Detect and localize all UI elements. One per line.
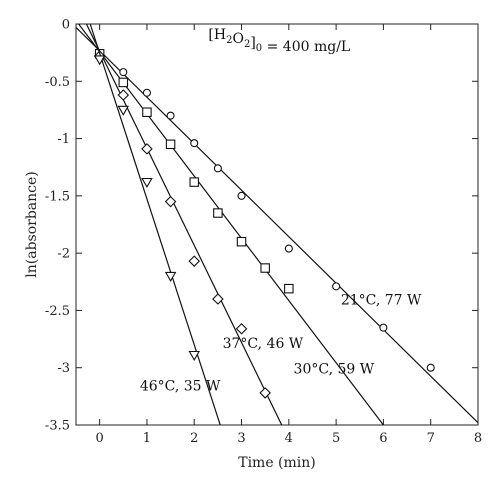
data-point-series-4: [188, 350, 200, 362]
data-point-series-4: [93, 55, 106, 66]
y-tick-label: -0.5: [45, 75, 70, 90]
data-point-series-2: [118, 77, 129, 88]
fit-line-1: [76, 27, 478, 424]
data-point-series-2: [213, 208, 223, 218]
data-point-series-1: [142, 88, 151, 97]
data-point-series-3: [141, 143, 153, 155]
series-label-1: 21°C, 77 W: [341, 293, 422, 309]
series-label-2: 30°C, 59 W: [294, 361, 375, 377]
data-point-series-2: [260, 263, 270, 273]
data-point-series-2: [142, 107, 152, 117]
x-tick-label: 6: [379, 431, 387, 446]
y-tick-label: -3: [57, 361, 70, 376]
data-point-series-4: [141, 177, 153, 189]
fit-line-3: [85, 24, 283, 425]
annotation-concentration: [H2O2]0 = 400 mg/L: [208, 27, 350, 55]
plot-frame: [75, 23, 479, 426]
series-label-4: 46°C, 35 W: [140, 379, 221, 395]
y-tick-label: 0: [62, 18, 70, 33]
data-point-series-4: [164, 271, 177, 282]
data-point-series-1: [119, 68, 128, 77]
y-axis-label: ln(absorbance): [24, 171, 40, 277]
data-point-series-2: [165, 139, 176, 150]
x-tick-label: 3: [237, 431, 245, 446]
data-point-series-2: [284, 283, 294, 294]
data-point-series-1: [237, 191, 246, 200]
fit-line-2: [77, 24, 384, 425]
series-label-3: 37°C, 46 W: [223, 336, 304, 352]
x-tick-label: 1: [143, 431, 151, 446]
data-point-series-1: [284, 244, 293, 253]
x-axis-label: Time (min): [238, 455, 316, 471]
data-point-series-3: [188, 255, 201, 267]
fit-line-4: [89, 24, 221, 425]
data-point-series-3: [235, 322, 248, 335]
y-tick-label: -2: [57, 247, 70, 262]
data-point-series-4: [117, 105, 130, 116]
plot-area: 0 1 2 3 4 5 6 7 8 0 -0.5 -1 -1.5 -2 -2.5 -3 -3.5 Time (mi…: [24, 18, 482, 472]
data-point-series-2: [236, 236, 247, 247]
data-point-series-2: [189, 177, 199, 187]
x-tick-label: 4: [285, 431, 293, 446]
data-point-series-1: [426, 363, 435, 372]
y-tick-label: -3.5: [45, 419, 70, 434]
data-point-series-1: [166, 111, 175, 120]
data-point-series-1: [213, 164, 222, 173]
x-tick-label: 2: [190, 431, 198, 446]
x-tick-label: 5: [332, 431, 340, 446]
y-tick-label: -1.5: [45, 189, 70, 204]
y-tick-label: -1: [57, 132, 70, 147]
data-point-series-3: [164, 195, 177, 208]
x-tick-label: 8: [474, 431, 482, 446]
data-point-series-1: [379, 323, 388, 332]
x-tick-label: 7: [427, 431, 435, 446]
data-point-series-3: [259, 387, 271, 399]
y-tick-label: -2.5: [45, 304, 70, 319]
data-point-series-1: [332, 282, 341, 291]
data-point-series-1: [190, 139, 199, 148]
data-point-series-3: [117, 89, 130, 101]
data-point-series-3: [212, 293, 224, 305]
x-tick-label: 0: [96, 431, 104, 446]
